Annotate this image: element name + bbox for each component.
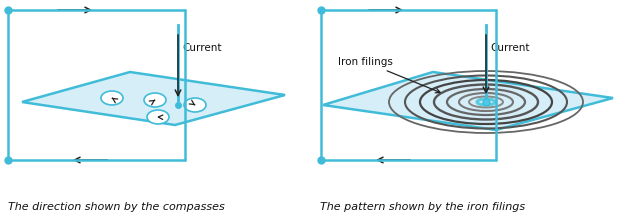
Text: Current: Current	[490, 43, 529, 53]
Ellipse shape	[144, 93, 166, 107]
Ellipse shape	[147, 110, 169, 124]
Text: Current: Current	[182, 43, 221, 53]
Polygon shape	[323, 72, 613, 130]
Text: The pattern shown by the iron filings: The pattern shown by the iron filings	[320, 202, 525, 212]
Polygon shape	[22, 72, 285, 125]
Ellipse shape	[101, 91, 123, 105]
Ellipse shape	[184, 98, 206, 112]
Text: Iron filings: Iron filings	[338, 57, 440, 93]
Text: The direction shown by the compasses: The direction shown by the compasses	[8, 202, 225, 212]
